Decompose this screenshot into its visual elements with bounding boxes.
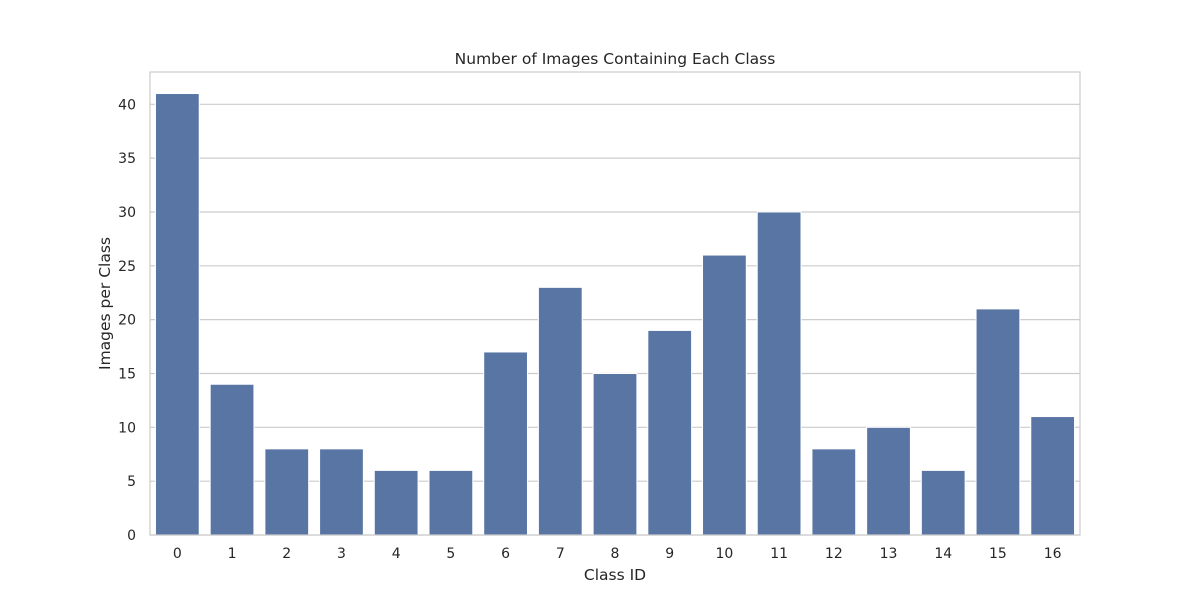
y-tick-label: 10 [118,420,136,436]
bar-class-9 [647,329,693,536]
y-tick-label: 35 [118,151,136,167]
bar-class-1 [209,383,255,536]
y-tick-label: 30 [118,205,136,221]
chart-title: Number of Images Containing Each Class [455,50,776,68]
x-tick-label: 6 [501,546,510,562]
plot-frame [149,71,1081,536]
bar-class-7 [537,286,583,536]
x-tick-label: 0 [173,546,182,562]
bars [154,93,1076,536]
x-tick-label: 12 [825,546,843,562]
bar-class-5 [428,469,474,536]
y-tick-label: 25 [118,259,136,275]
y-tick-label: 5 [127,474,136,490]
bar-class-0 [154,93,200,536]
bar-class-8 [592,372,638,536]
y-tick-label: 0 [127,528,136,544]
x-tick-label: 11 [770,546,788,562]
x-tick-label: 4 [392,546,401,562]
x-tick-label: 10 [715,546,733,562]
bar-class-3 [319,448,364,536]
bar-class-2 [264,448,310,536]
bar-class-4 [373,469,419,536]
y-axis-label: Images per Class [96,237,114,370]
bar-class-16 [1030,416,1076,536]
y-tick-label: 15 [118,366,136,382]
x-tick-label: 3 [337,546,346,562]
x-tick-label: 1 [228,546,237,562]
bar-class-12 [811,448,857,536]
x-tick-label: 9 [665,546,674,562]
x-tick-label: 13 [880,546,898,562]
x-tick-label: 15 [989,546,1007,562]
x-axis-label: Class ID [584,566,646,584]
bar-class-13 [866,426,911,536]
bar-class-6 [483,351,528,536]
x-tick-label: 8 [611,546,620,562]
x-tick-label: 7 [556,546,565,562]
x-tick-labels: 0 1 2 3 4 5 6 7 8 9 10 11 12 13 14 15 16 [173,546,1062,562]
y-tick-labels: 0 5 10 15 20 25 30 35 40 [118,97,136,544]
x-tick-label: 5 [446,546,455,562]
bar-class-14 [920,469,966,536]
bar-class-11 [756,211,802,536]
bar-class-10 [702,254,747,536]
x-tick-label: 2 [282,546,291,562]
bar-class-15 [975,308,1021,536]
y-tick-label: 40 [118,97,136,113]
y-tick-label: 20 [118,313,136,329]
x-tick-label: 14 [934,546,952,562]
x-tick-label: 16 [1044,546,1062,562]
